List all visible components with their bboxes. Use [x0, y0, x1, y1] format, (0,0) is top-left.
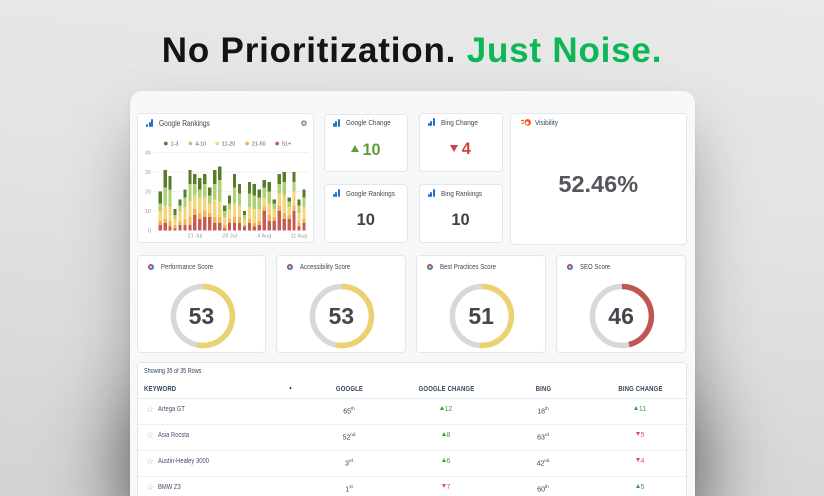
svg-text:20: 20 — [144, 190, 150, 196]
svg-text:30: 30 — [144, 170, 150, 176]
svg-text:51+: 51+ — [282, 142, 291, 148]
svg-text:1-3: 1-3 — [170, 142, 178, 148]
svg-text:4-10: 4-10 — [195, 142, 206, 148]
svg-text:11-20: 11-20 — [221, 142, 234, 148]
svg-text:21 Jul: 21 Jul — [187, 234, 202, 240]
svg-text:11 Aug: 11 Aug — [290, 234, 307, 240]
svg-text:0: 0 — [147, 229, 150, 235]
svg-text:28 Jul: 28 Jul — [222, 234, 237, 240]
svg-text:10: 10 — [144, 209, 150, 215]
svg-text:40: 40 — [144, 151, 150, 157]
svg-text:21-50: 21-50 — [251, 142, 265, 148]
svg-text:4 Aug: 4 Aug — [257, 234, 271, 240]
